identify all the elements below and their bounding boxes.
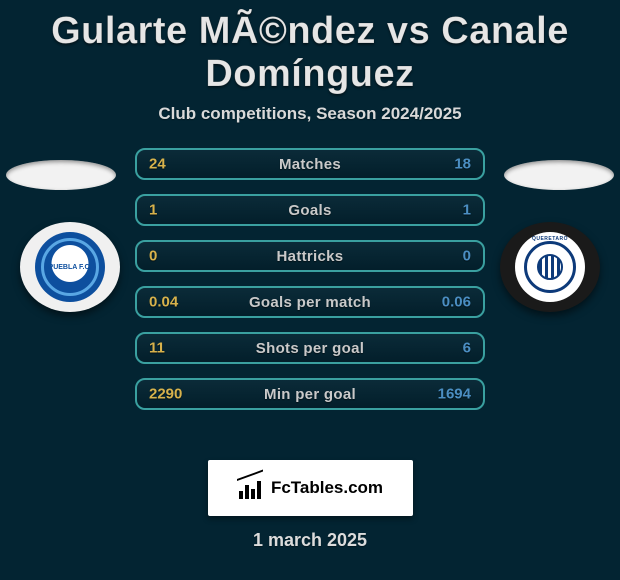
stat-value-right: 6 <box>463 340 471 357</box>
brand-text: FcTables.com <box>271 478 383 498</box>
season-subtitle: Club competitions, Season 2024/2025 <box>0 104 620 124</box>
stat-row: 2290 Min per goal 1694 <box>135 378 485 410</box>
stat-value-right: 0 <box>463 248 471 265</box>
stat-row: 11 Shots per goal 6 <box>135 332 485 364</box>
page-title: Gularte MÃ©ndez vs Canale Domínguez <box>0 6 620 98</box>
queretaro-badge-icon: QUERETARO <box>515 232 585 302</box>
comparison-body: PUEBLA F.C. QUERETARO 24 Matches 18 1 Go… <box>0 148 620 448</box>
queretaro-badge-label: QUERETARO <box>532 236 568 242</box>
stat-value-right: 18 <box>454 156 471 173</box>
stats-table: 24 Matches 18 1 Goals 1 0 Hattricks 0 0.… <box>135 148 485 424</box>
stat-row: 24 Matches 18 <box>135 148 485 180</box>
stat-value-left: 0 <box>149 248 157 265</box>
stat-row: 1 Goals 1 <box>135 194 485 226</box>
player-avatar-right <box>504 160 614 190</box>
stat-label: Shots per goal <box>256 340 364 357</box>
stat-label: Hattricks <box>277 248 344 265</box>
stat-label: Goals <box>288 202 331 219</box>
stat-row: 0.04 Goals per match 0.06 <box>135 286 485 318</box>
stat-value-right: 1 <box>463 202 471 219</box>
club-badge-left: PUEBLA F.C. <box>20 222 120 312</box>
stat-value-right: 1694 <box>438 386 471 403</box>
stat-row: 0 Hattricks 0 <box>135 240 485 272</box>
bar-chart-icon <box>237 477 265 499</box>
puebla-badge-icon: PUEBLA F.C. <box>35 232 105 302</box>
fctables-brand-link[interactable]: FcTables.com <box>208 460 413 516</box>
stat-label: Matches <box>279 156 341 173</box>
queretaro-stripes-icon <box>537 254 563 280</box>
puebla-badge-label: PUEBLA F.C. <box>49 264 92 271</box>
player-avatar-left <box>6 160 116 190</box>
stat-value-left: 11 <box>149 340 165 357</box>
stat-value-left: 24 <box>149 156 166 173</box>
stat-value-right: 0.06 <box>442 294 471 311</box>
footer-date: 1 march 2025 <box>0 530 620 551</box>
comparison-card: Gularte MÃ©ndez vs Canale Domínguez Club… <box>0 0 620 580</box>
stat-label: Goals per match <box>249 294 371 311</box>
stat-value-left: 2290 <box>149 386 182 403</box>
stat-label: Min per goal <box>264 386 356 403</box>
stat-value-left: 1 <box>149 202 157 219</box>
club-badge-right: QUERETARO <box>500 222 600 312</box>
stat-value-left: 0.04 <box>149 294 178 311</box>
